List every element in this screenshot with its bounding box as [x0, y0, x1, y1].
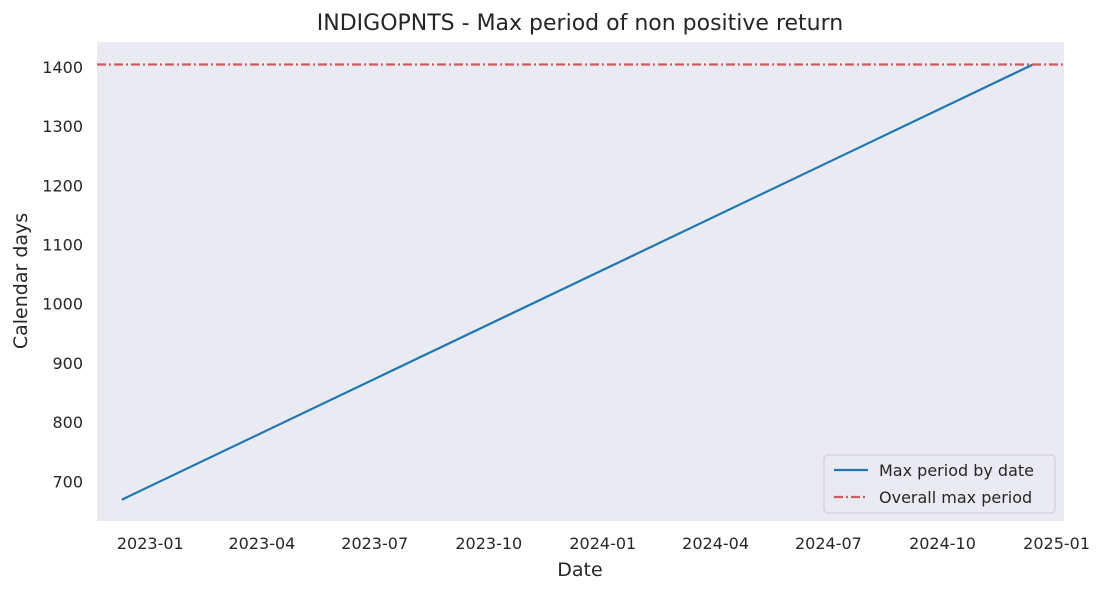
y-tick-label: 1200: [42, 176, 83, 195]
legend-box: [823, 454, 1056, 514]
legend-label-max-period: Max period by date: [879, 461, 1034, 480]
x-axis-label: Date: [557, 559, 602, 581]
y-axis-ticks: 700 800 900 1000 1100 1200 1300 1400: [42, 58, 83, 491]
y-tick-label: 1000: [42, 295, 83, 314]
x-tick-label: 2023-07: [341, 534, 408, 553]
x-tick-label: 2023-01: [117, 534, 184, 553]
x-axis-ticks: 2023-01 2023-04 2023-07 2023-10 2024-01 2024-…: [117, 534, 1090, 553]
legend-label-overall-max: Overall max period: [879, 488, 1032, 507]
y-tick-label: 800: [52, 413, 83, 432]
series-line-max-period: [121, 63, 1034, 501]
x-tick-label: 2024-07: [795, 534, 862, 553]
y-tick-label: 900: [52, 354, 83, 373]
legend: Max period by date Overall max period: [823, 454, 1056, 514]
series-layer: [97, 63, 1064, 501]
x-tick-label: 2024-10: [909, 534, 976, 553]
x-tick-label: 2024-01: [569, 534, 636, 553]
chart-title: INDIGOPNTS - Max period of non positive …: [317, 11, 843, 36]
y-tick-label: 1400: [42, 58, 83, 77]
x-tick-label: 2025-01: [1023, 534, 1090, 553]
x-tick-label: 2023-04: [228, 534, 295, 553]
y-axis-label: Calendar days: [10, 213, 32, 349]
x-tick-label: 2024-04: [682, 534, 749, 553]
y-tick-label: 700: [52, 472, 83, 491]
x-tick-label: 2023-10: [455, 534, 522, 553]
y-tick-label: 1100: [42, 236, 83, 255]
y-tick-label: 1300: [42, 117, 83, 136]
